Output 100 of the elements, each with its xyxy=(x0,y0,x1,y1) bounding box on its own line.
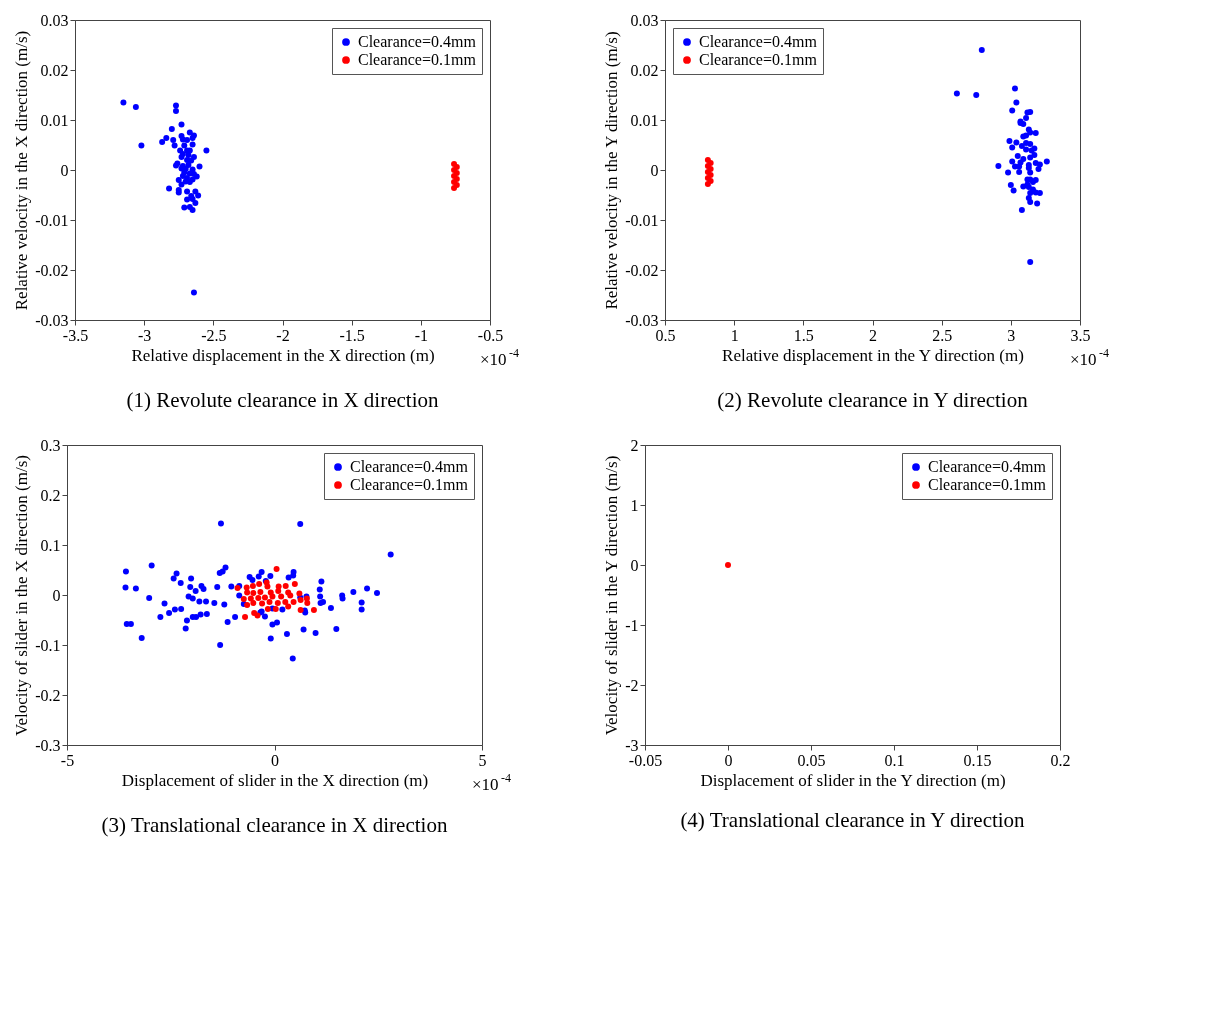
y-tick-label: -0.01 xyxy=(625,211,659,229)
y-tick-label: 0.03 xyxy=(630,11,659,29)
y-tick-label: -3 xyxy=(625,736,639,754)
text: (1) Revolute clearance in X direction xyxy=(126,388,439,412)
x-tick-label: -3 xyxy=(138,326,152,344)
point xyxy=(243,584,250,591)
x-tick-label: -2 xyxy=(276,326,290,344)
y-axis-title: Velocity of slider in the X direction (m/s) xyxy=(12,455,32,736)
point xyxy=(266,599,273,605)
y-axis-title: Velocity of slider in the Y direction (m/s) xyxy=(602,455,622,736)
x-tick-label: 2 xyxy=(869,326,877,344)
point xyxy=(244,602,251,608)
text: (2) Revolute clearance in Y direction xyxy=(717,388,1029,412)
y-axis-title: Relative velocity in the Y direction (m/s) xyxy=(602,31,622,310)
y-tick-label: 0.1 xyxy=(40,536,61,554)
point xyxy=(275,588,282,594)
legend-label: Clearance=0.4mm xyxy=(350,458,469,475)
legend-label: Clearance=0.1mm xyxy=(358,51,477,68)
legend-label: Clearance=0.4mm xyxy=(358,33,477,50)
y-tick-label: -0.02 xyxy=(35,261,69,279)
x-tick-label: 2.5 xyxy=(932,326,953,344)
point xyxy=(273,566,280,572)
y-tick-label: 1 xyxy=(630,496,639,514)
x-tick-label: 3.5 xyxy=(1070,326,1091,344)
y-tick-label: 0.02 xyxy=(40,61,69,79)
legend-label: Clearance=0.4mm xyxy=(699,33,818,50)
x-tick-label: 0.1 xyxy=(884,751,905,769)
y-tick-label: -0.2 xyxy=(35,686,61,704)
y-tick-label: -1 xyxy=(625,616,639,634)
y-tick-label: 0 xyxy=(650,161,659,179)
point xyxy=(290,599,297,605)
legend-label: Clearance=0.4mm xyxy=(928,458,1047,475)
x-tick-label: 3 xyxy=(1007,326,1016,344)
x-tick-label: 0.2 xyxy=(1050,751,1071,769)
point xyxy=(285,603,292,610)
point xyxy=(297,607,304,613)
y-tick-label: -0.3 xyxy=(35,736,61,754)
point xyxy=(264,606,271,612)
x-axis-title: Relative displacement in the Y direction (m) xyxy=(722,345,1024,365)
legend-label: Clearance=0.1mm xyxy=(928,476,1047,493)
x-tick-label: 5 xyxy=(478,751,487,769)
point xyxy=(250,600,257,606)
point xyxy=(296,590,303,597)
point xyxy=(244,589,251,596)
point xyxy=(240,596,247,602)
text: (4) Translational clearance in Y direction xyxy=(680,808,1026,832)
point xyxy=(304,600,311,606)
x-axis-title: Displacement of slider in the X direction (m) xyxy=(121,770,429,790)
point xyxy=(282,583,289,589)
point xyxy=(250,590,257,596)
point xyxy=(282,599,289,605)
x-axis-title: Displacement of slider in the Y direction (m) xyxy=(700,770,1006,790)
y-tick-label: 0.01 xyxy=(630,111,659,129)
y-tick-label: -0.1 xyxy=(35,636,61,654)
y-tick-label: 0.02 xyxy=(630,61,659,79)
x-tick-label: -1.5 xyxy=(339,326,365,344)
y-tick-label: -0.03 xyxy=(625,311,659,329)
x-tick-label: -1 xyxy=(414,326,428,344)
y-tick-label: -0.02 xyxy=(625,261,659,279)
x-tick-label: 1.5 xyxy=(793,326,814,344)
x-tick-label: 0 xyxy=(724,751,733,769)
point xyxy=(249,583,256,589)
point xyxy=(274,600,281,606)
x-tick-label: -3.5 xyxy=(62,326,89,344)
y-tick-label: 0 xyxy=(630,556,639,574)
y-tick-label: -2 xyxy=(625,676,639,694)
x-tick-label: -0.05 xyxy=(628,751,663,769)
point xyxy=(247,595,254,602)
x-tick-label: -0.5 xyxy=(477,326,504,344)
point xyxy=(257,589,264,595)
point xyxy=(310,607,317,613)
point xyxy=(242,614,249,620)
x-tick-label: 0.15 xyxy=(963,751,992,769)
point xyxy=(291,581,298,587)
x-tick-label: 1 xyxy=(730,326,739,344)
legend-label: Clearance=0.1mm xyxy=(350,476,469,493)
text: (3) Translational clearance in X direction xyxy=(101,813,448,837)
point xyxy=(278,593,285,600)
y-axis-title: Relative velocity in the X direction (m/s) xyxy=(12,30,32,311)
legend-label: Clearance=0.1mm xyxy=(699,51,818,68)
y-tick-label: 2 xyxy=(630,436,639,454)
y-tick-label: -0.01 xyxy=(35,211,69,229)
x-tick-label: 0.5 xyxy=(655,326,676,344)
y-tick-label: 0.01 xyxy=(40,111,69,129)
x-tick-label: -5 xyxy=(60,751,75,769)
y-tick-label: 0.03 xyxy=(40,11,69,29)
y-tick-label: -0.03 xyxy=(35,311,69,329)
point xyxy=(255,595,262,601)
point xyxy=(261,594,268,601)
point xyxy=(269,593,276,600)
y-tick-label: 0 xyxy=(52,586,61,604)
x-tick-label: 0.05 xyxy=(797,751,826,769)
point xyxy=(259,600,266,607)
y-tick-label: 0.3 xyxy=(40,436,61,454)
point xyxy=(256,581,263,587)
point xyxy=(264,583,271,590)
y-tick-label: 0 xyxy=(60,161,69,179)
x-axis-title: Relative displacement in the X direction (m) xyxy=(131,345,435,365)
x-tick-label: 0 xyxy=(271,751,279,769)
y-tick-label: 0.2 xyxy=(40,486,61,504)
